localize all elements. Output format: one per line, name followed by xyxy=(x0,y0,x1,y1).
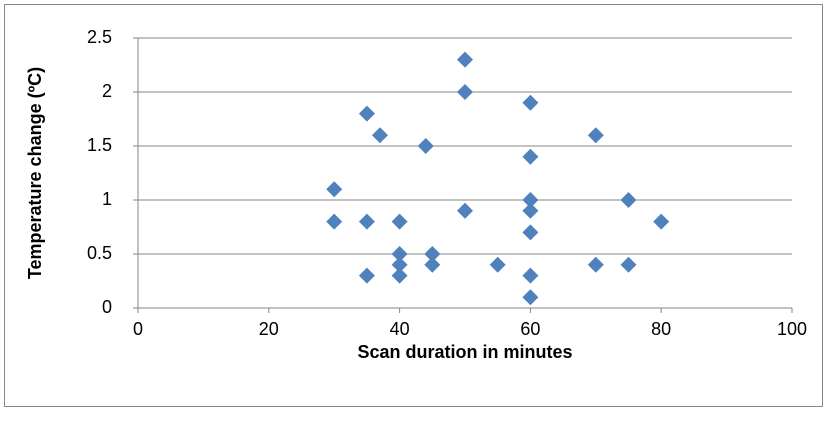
point xyxy=(391,256,408,273)
x-tick-label: 0 xyxy=(133,319,143,339)
point xyxy=(371,127,388,144)
x-tick-label: 40 xyxy=(390,319,410,339)
point xyxy=(391,246,408,262)
point xyxy=(522,192,539,208)
point xyxy=(457,84,473,100)
x-axis-label: Scan duration in minutes xyxy=(357,342,572,362)
y-tick-label: 0.5 xyxy=(87,243,112,263)
point xyxy=(326,181,343,198)
point xyxy=(391,213,408,230)
point xyxy=(522,224,539,241)
point xyxy=(424,246,441,262)
chart-border xyxy=(4,4,823,407)
y-tick-label: 1 xyxy=(102,189,112,209)
point xyxy=(620,256,637,273)
x-tick-label: 20 xyxy=(259,319,279,339)
point xyxy=(417,138,434,154)
point xyxy=(424,256,441,273)
point xyxy=(587,127,604,144)
point xyxy=(489,256,506,273)
x-tick-label: 100 xyxy=(777,319,807,339)
point xyxy=(358,213,375,230)
point xyxy=(522,148,539,165)
point xyxy=(522,267,539,284)
y-tick-label: 0 xyxy=(102,297,112,317)
x-tick-label: 80 xyxy=(651,319,671,339)
point xyxy=(358,267,375,284)
point xyxy=(522,202,539,219)
y-tick-label: 1.5 xyxy=(87,135,112,155)
point xyxy=(358,105,375,122)
point xyxy=(457,202,473,219)
point xyxy=(620,192,637,208)
x-tick-label: 60 xyxy=(520,319,540,339)
point xyxy=(457,51,473,68)
point xyxy=(522,94,539,111)
point xyxy=(326,213,343,230)
point xyxy=(587,256,604,273)
y-tick-label: 2 xyxy=(102,81,112,101)
y-axis-label: Temperature change (ºC) xyxy=(25,67,45,279)
point xyxy=(522,289,539,306)
point xyxy=(391,267,408,284)
y-tick-label: 2.5 xyxy=(87,27,112,47)
point xyxy=(653,213,670,230)
